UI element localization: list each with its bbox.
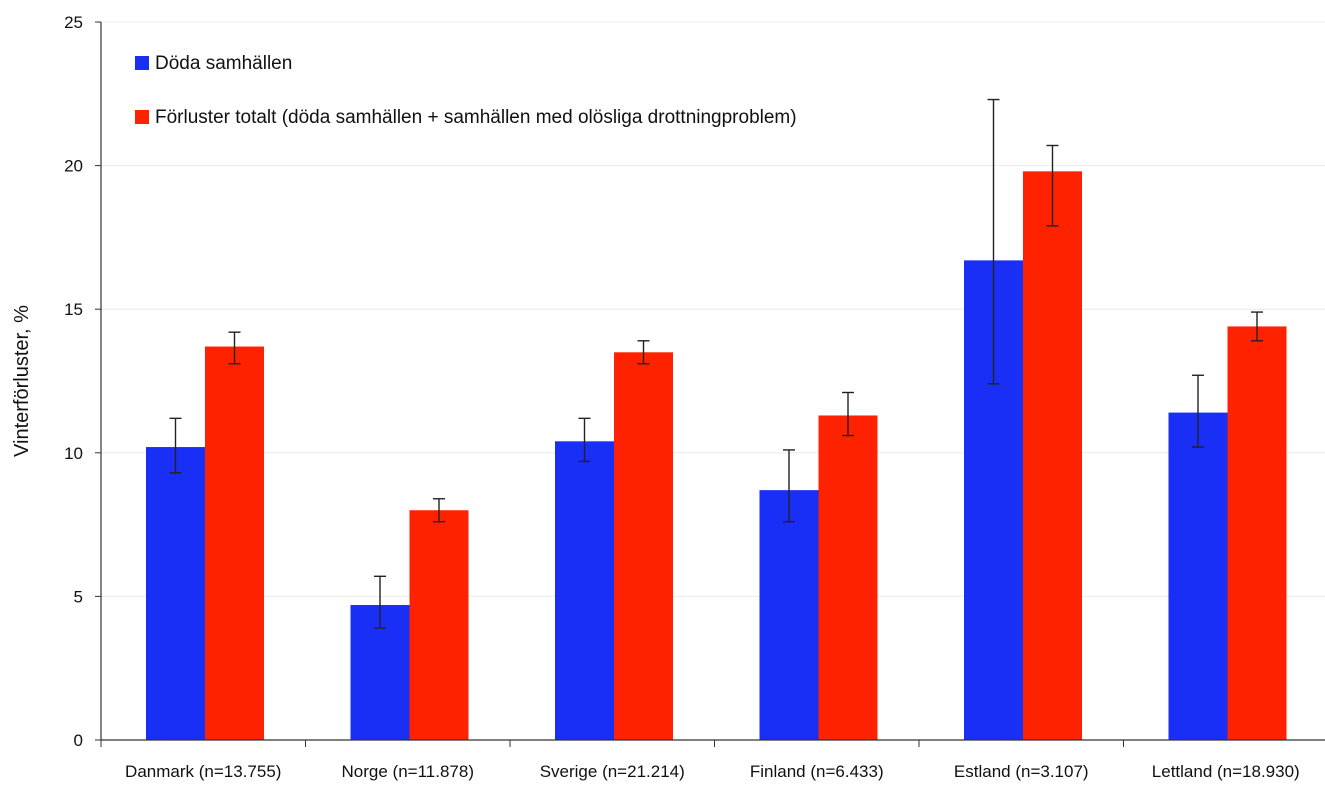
x-category-label: Sverige (n=21.214) [540,762,685,781]
y-tick-label: 20 [64,157,83,176]
bar-forluster-totalt [1023,171,1082,740]
gridlines [101,21,1325,597]
x-category-label: Lettland (n=18.930) [1152,762,1300,781]
bar-forluster-totalt [818,415,878,740]
bar-forluster-totalt [205,346,264,740]
bar-doda-samhallen [146,447,205,740]
bars [146,171,1287,740]
axis-labels: 0 5 10 15 20 25 Danmark (n=13.755) Norge (n=11.… [11,13,1300,781]
legend-swatch [135,56,149,70]
error-bars [169,98,1263,629]
bar-forluster-totalt [614,352,673,740]
axes [95,21,1325,747]
legend-swatch [135,110,149,124]
x-category-label: Norge (n=11.878) [342,762,474,781]
x-category-label: Finland (n=6.433) [750,762,884,781]
bar-forluster-totalt [409,510,469,740]
y-tick-label: 0 [74,731,83,750]
y-tick-label: 15 [64,300,83,319]
bar-doda-samhallen [759,490,819,740]
y-tick-label: 10 [64,444,83,463]
x-category-label: Danmark (n=13.755) [125,762,281,781]
legend-label: Förluster totalt (döda samhällen + samhä… [155,107,797,128]
bar-forluster-totalt [1227,326,1287,740]
y-tick-label: 25 [64,13,83,32]
legend-label: Döda samhällen [155,53,292,74]
bar-doda-samhallen [555,441,614,740]
y-axis-title: Vinterförluster, % [11,305,33,457]
y-tick-label: 5 [74,587,83,606]
x-category-label: Estland (n=3.107) [954,762,1089,781]
bar-doda-samhallen [1168,412,1228,740]
legend: Döda samhällen Förluster totalt (döda sam… [135,53,797,128]
